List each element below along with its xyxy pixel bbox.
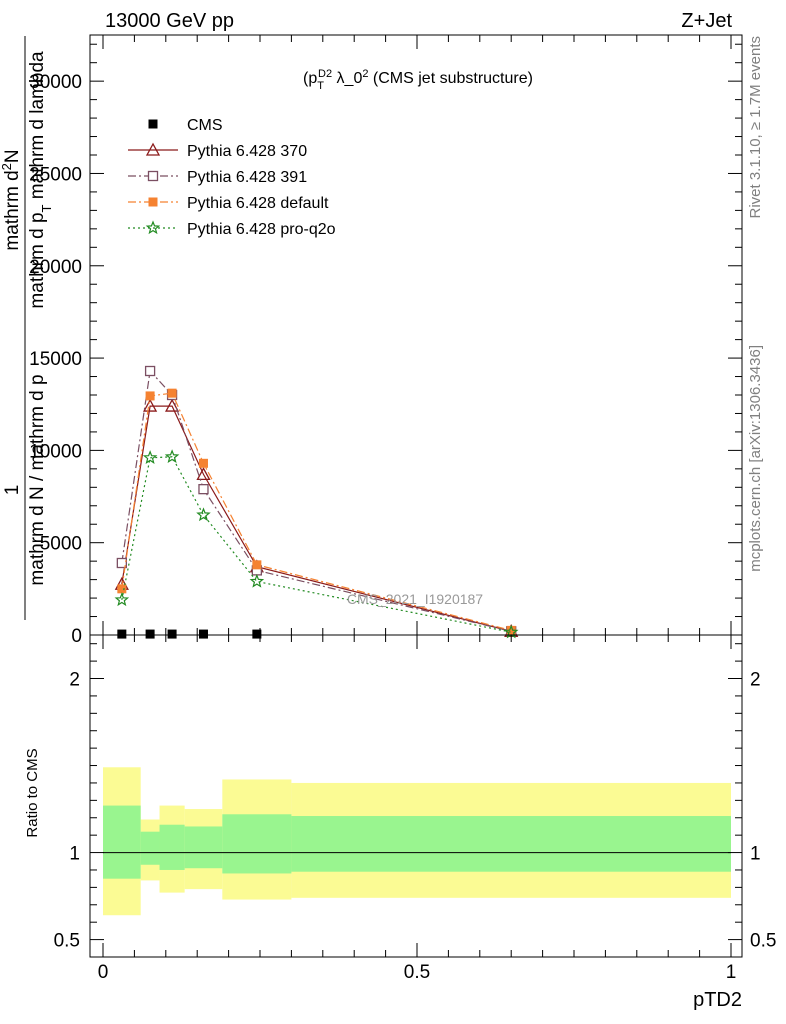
watermark: CMS_2021_I1920187	[347, 591, 483, 607]
ratio-xtick-label: 0.5	[404, 962, 430, 983]
ratio-stat-band	[140, 831, 160, 865]
rivet-label: Rivet 3.1.10, ≥ 1.7M events	[747, 36, 764, 219]
series-4	[114, 449, 519, 639]
ratio-ytick-label: 1	[69, 844, 80, 865]
ratio-ytick-label-right: 2	[750, 670, 761, 691]
legend-marker	[148, 119, 158, 129]
ratio-plot-area: 0.5 0.5 1 1 2 2 0 0.5 1	[54, 635, 776, 983]
ratio-ytick-label-right: 1	[750, 844, 761, 865]
legend-entry-label: Pythia 6.428 370	[187, 143, 307, 160]
series-line	[121, 392, 512, 631]
legend-marker	[145, 220, 161, 235]
ratio-stat-band	[222, 814, 292, 874]
legend: CMS Pythia 6.428 370 Pythia 6.428 391 Pythi…	[128, 117, 336, 238]
data-point	[145, 629, 155, 639]
main-ylabel: 1 mathrm d N / mathrm d p mathrm d2N mat…	[0, 36, 54, 620]
ratio-ytick-label-right: 0.5	[750, 931, 776, 952]
ratio-frame	[89, 634, 743, 958]
data-point	[117, 629, 127, 639]
main-ytick-label: 20000	[29, 257, 82, 278]
data-point	[198, 629, 208, 639]
ratio-stat-band	[103, 805, 141, 879]
data-point	[252, 560, 262, 570]
data-point	[144, 365, 156, 377]
ratio-xtick-label: 0	[98, 962, 109, 983]
ratio-xtick-label: 1	[726, 962, 737, 983]
legend-marker	[145, 142, 161, 156]
main-ytick-label: 30000	[29, 72, 82, 93]
ratio-ylabel: Ratio to CMS	[24, 748, 41, 837]
ratio-stat-band	[184, 826, 223, 869]
ratio-stat-band	[159, 824, 185, 870]
data-point	[196, 507, 211, 522]
main-ytick-label: 25000	[29, 164, 82, 185]
series-3	[117, 388, 516, 635]
ylabel-line-3: mathrm d2N	[0, 149, 23, 250]
header-right: Z+Jet	[681, 10, 732, 32]
legend-marker	[148, 197, 158, 207]
data-point	[114, 592, 130, 607]
data-point	[252, 629, 262, 639]
data-point	[198, 458, 208, 468]
data-point	[167, 629, 177, 639]
main-ytick-label: 10000	[29, 441, 82, 462]
legend-entry-label: Pythia 6.428 391	[187, 169, 307, 186]
legend-entry-label: CMS	[187, 117, 223, 134]
ratio-panel: 0.5 0.5 1 1 2 2 0 0.5 1 Ratio to CMS pTD2	[24, 634, 776, 1011]
data-point	[116, 557, 127, 569]
data-point	[167, 388, 177, 398]
legend-entry-label: Pythia 6.428 pro-q2o	[187, 221, 336, 238]
main-panel: 0 5000 10000 15000 20000 25000 30000 CMS_2021_…	[0, 34, 743, 647]
data-point	[164, 398, 180, 412]
data-point	[117, 584, 127, 594]
ratio-stat-band	[291, 816, 731, 872]
main-plot-area: 0 5000 10000 15000 20000 25000 30000	[29, 35, 742, 647]
ylabel-line-1: 1	[2, 485, 23, 496]
series-0	[117, 629, 262, 639]
legend-marker	[147, 170, 159, 182]
mcplots-label: mcplots.cern.ch [arXiv:1306.3436]	[747, 345, 764, 572]
data-point	[164, 449, 180, 464]
ratio-ytick-label: 0.5	[54, 931, 80, 952]
data-point	[198, 484, 209, 495]
legend-entry-label: Pythia 6.428 default	[187, 195, 329, 212]
data-point	[249, 573, 265, 588]
data-point	[142, 450, 158, 464]
main-ytick-label: 5000	[40, 534, 82, 555]
data-point	[196, 467, 211, 481]
ratio-xlabel: pTD2	[693, 989, 742, 1011]
series-line	[121, 369, 512, 632]
data-point	[145, 391, 155, 401]
ratio-ytick-label: 2	[69, 670, 80, 691]
main-title: (pTD2 λ_02 (CMS jet substructure)	[303, 68, 533, 92]
main-ytick-label: 15000	[29, 349, 82, 370]
data-point	[506, 625, 516, 635]
series-line	[121, 456, 512, 633]
main-ytick-label: 0	[71, 626, 82, 647]
header-left: 13000 GeV pp	[105, 10, 234, 32]
data-point	[143, 398, 158, 412]
ylabel-line-2: mathrm d N / mathrm d p	[27, 374, 48, 585]
